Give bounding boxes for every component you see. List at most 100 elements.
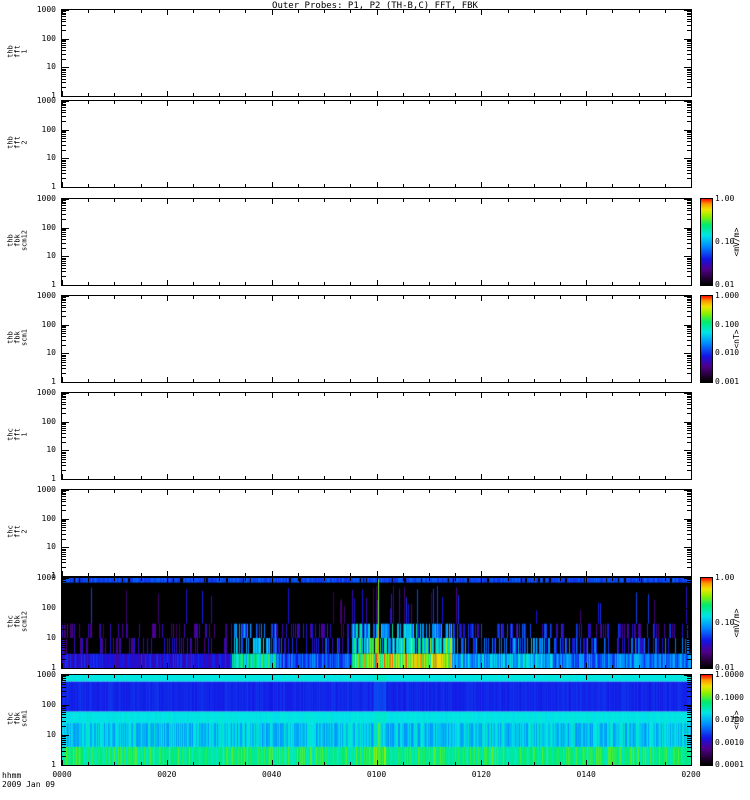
y-tick-mark: [687, 494, 691, 496]
x-tick-mark-minor: [534, 379, 535, 382]
y-tick-mark: [62, 551, 66, 553]
y-tick-mark: [687, 373, 691, 375]
y-tick-mark: [62, 695, 66, 697]
colorbar-gradient: [701, 199, 712, 285]
y-tick-mark: [687, 228, 691, 230]
x-tick-mark-minor: [560, 762, 561, 765]
y-tick-mark: [62, 458, 66, 460]
y-tick-mark: [687, 336, 691, 338]
x-tick-mark: [691, 10, 692, 15]
y-tick-mark: [62, 679, 66, 681]
x-tick-mark-minor: [455, 665, 456, 668]
x-tick-mark-minor: [245, 665, 246, 668]
y-tick-mark: [687, 166, 691, 168]
x-tick-mark-minor: [245, 184, 246, 187]
x-tick-mark-minor: [455, 184, 456, 187]
y-tick-mark: [62, 207, 66, 209]
y-tick-mark: [62, 12, 66, 14]
x-tick-mark: [377, 578, 378, 583]
x-tick-mark-minor: [429, 665, 430, 668]
x-tick-mark-minor: [560, 282, 561, 285]
x-tick-mark-minor: [141, 675, 142, 678]
x-tick-mark-minor: [219, 10, 220, 13]
y-tick-mark: [62, 707, 66, 709]
y-tick-mark: [687, 430, 691, 432]
x-tick-mark-minor: [114, 296, 115, 299]
y-tick-mark: [62, 296, 69, 297]
x-tick-mark-minor: [665, 296, 666, 299]
x-tick-mark-minor: [612, 578, 613, 581]
x-tick-mark-minor: [114, 573, 115, 576]
y-tick-mark: [687, 18, 691, 20]
y-tick-mark: [62, 567, 66, 569]
x-tick-mark-minor: [455, 199, 456, 202]
x-tick-mark-minor: [88, 93, 89, 96]
x-tick-mark: [272, 571, 273, 576]
x-tick-mark: [481, 296, 482, 301]
y-tick-mark: [62, 496, 66, 498]
x-tick-mark-minor: [639, 184, 640, 187]
y-tick-mark: [687, 242, 691, 244]
y-tick-mark: [684, 578, 691, 579]
y-tick-mark: [687, 720, 691, 722]
y-tick-mark: [62, 353, 69, 355]
x-tick-mark-minor: [560, 490, 561, 493]
y-tick-mark: [687, 453, 691, 455]
y-tick-mark: [687, 132, 691, 134]
y-tick-mark: [687, 87, 691, 89]
x-tick-mark: [377, 296, 378, 301]
x-tick-mark-minor: [429, 675, 430, 678]
x-tick-mark: [691, 296, 692, 301]
x-tick-mark-minor: [298, 675, 299, 678]
y-tick-mark: [687, 580, 691, 582]
y-tick-mark: [687, 579, 691, 581]
y-tick-mark: [62, 494, 66, 496]
y-tick-mark: [687, 684, 691, 686]
x-tick-mark-minor: [534, 101, 535, 104]
y-tick-mark: [62, 608, 69, 609]
y-tick-mark: [687, 236, 691, 238]
y-tick-label: 1: [51, 182, 56, 191]
y-tick-mark: [62, 720, 66, 722]
x-tick-mark-minor: [114, 675, 115, 678]
y-tick-mark: [62, 166, 66, 168]
x-tick-mark-minor: [534, 282, 535, 285]
x-tick-mark: [586, 91, 587, 96]
x-tick-mark: [62, 474, 63, 479]
x-tick-mark: [62, 10, 63, 15]
x-tick-mark-minor: [245, 675, 246, 678]
y-tick-mark: [687, 164, 691, 166]
y-tick-mark: [687, 39, 691, 41]
y-tick-mark: [62, 158, 69, 160]
x-tick-mark: [62, 280, 63, 285]
y-tick-mark: [62, 735, 69, 736]
y-tick-label: 10: [46, 153, 56, 163]
y-tick-mark: [62, 10, 69, 11]
x-tick-mark-minor: [141, 199, 142, 202]
y-tick-mark: [684, 101, 691, 102]
y-tick-mark: [62, 16, 66, 18]
y-tick-mark: [62, 213, 66, 215]
x-tick-mark: [62, 571, 63, 576]
x-tick-mark-minor: [429, 101, 430, 104]
x-tick-mark-minor: [560, 578, 561, 581]
y-tick-mark: [62, 744, 66, 746]
x-tick-mark-minor: [324, 184, 325, 187]
x-tick-mark-minor: [403, 665, 404, 668]
colorbar-tick-label: 0.1000: [715, 692, 744, 702]
y-tick-mark: [62, 187, 69, 188]
x-tick-mark: [272, 663, 273, 668]
y-tick-mark: [687, 695, 691, 697]
x-tick-mark-minor: [429, 184, 430, 187]
x-tick-mark-minor: [508, 578, 509, 581]
y-tick-mark: [687, 136, 691, 138]
x-tick-mark-minor: [141, 578, 142, 581]
y-tick-mark: [687, 333, 691, 335]
y-tick-mark: [62, 285, 69, 286]
x-tick-mark-minor: [508, 296, 509, 299]
x-tick-mark: [691, 663, 692, 668]
y-tick-mark: [62, 18, 66, 20]
y-tick-mark: [62, 450, 69, 452]
y-tick-label: 1000: [36, 194, 56, 203]
y-tick-mark: [62, 579, 66, 581]
